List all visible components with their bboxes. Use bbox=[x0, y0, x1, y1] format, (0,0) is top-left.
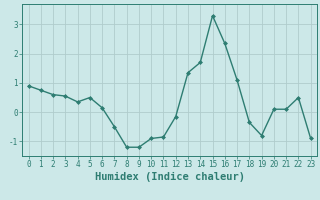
X-axis label: Humidex (Indice chaleur): Humidex (Indice chaleur) bbox=[95, 172, 244, 182]
